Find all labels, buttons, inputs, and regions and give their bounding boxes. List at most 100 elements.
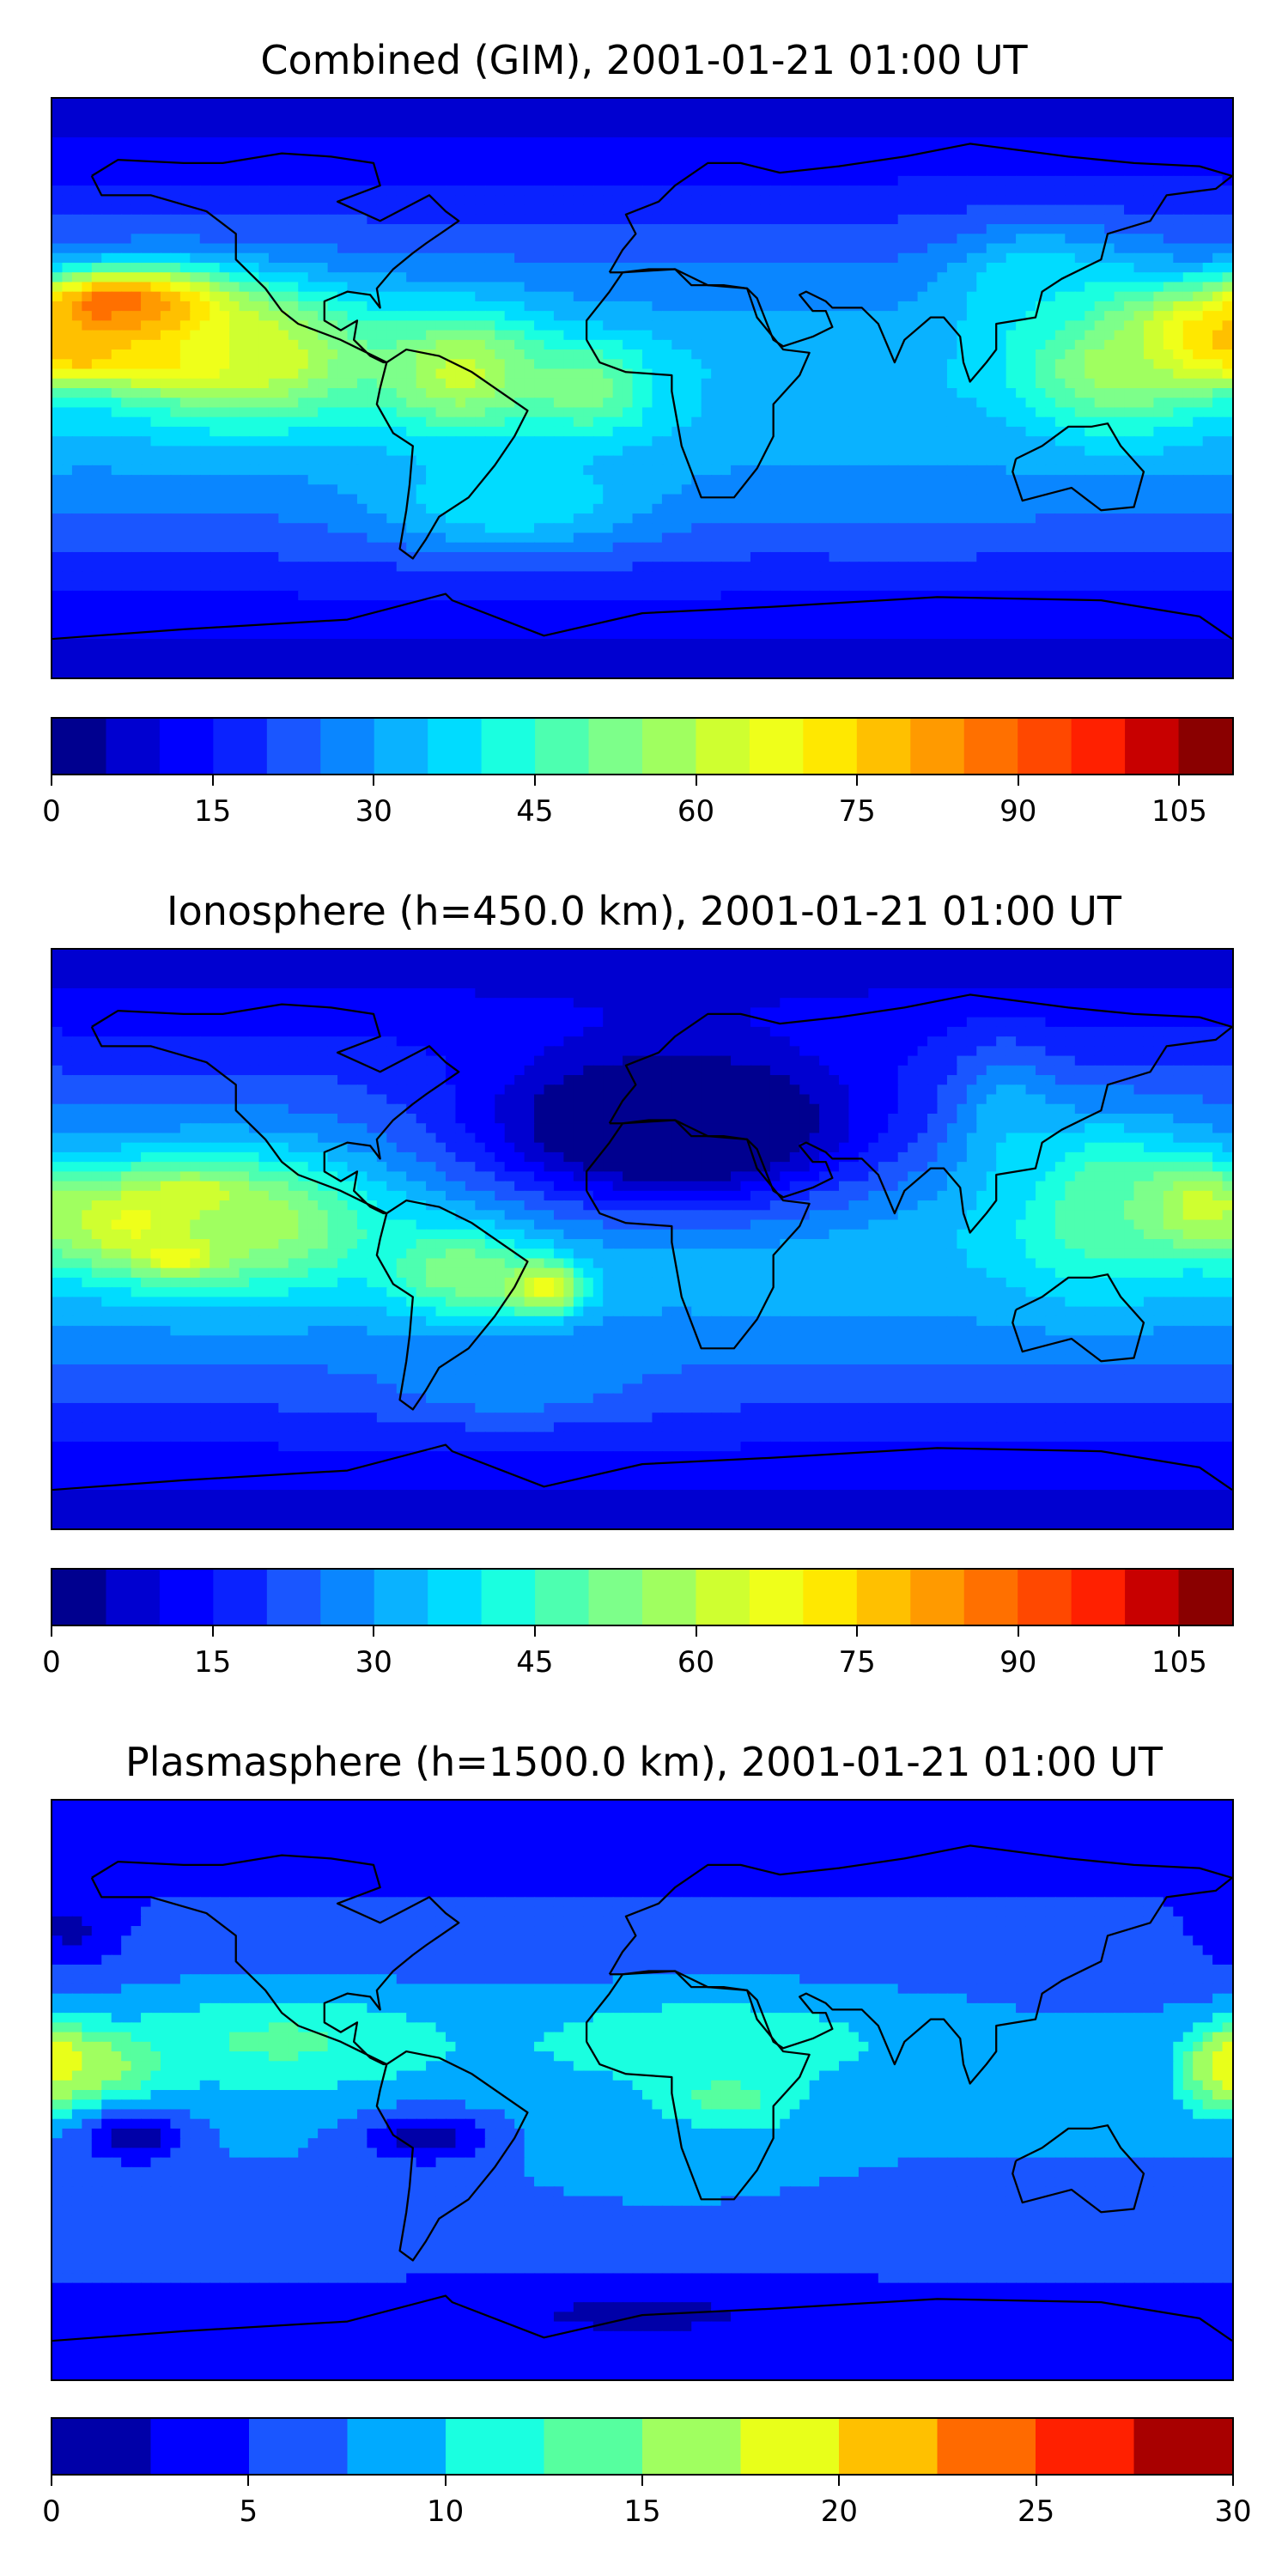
heatmap-cell [298,99,309,110]
heatmap-cell [671,349,683,361]
heatmap-cell [426,465,437,477]
heatmap-cell [848,388,860,399]
heatmap-cell [927,301,939,313]
heatmap-cell [1025,398,1037,409]
heatmap-cell [1202,320,1214,331]
heatmap-cell [416,224,428,235]
heatmap-cell [1025,234,1037,245]
heatmap-cell [1094,446,1106,457]
heatmap-cell [288,455,300,466]
heatmap-cell [426,118,437,129]
heatmap-cell [327,262,339,274]
heatmap-cell [720,243,732,254]
heatmap-cell [711,378,722,390]
heatmap-cell [878,378,890,390]
heatmap-cell [52,175,64,187]
heatmap-cell [632,339,644,351]
heatmap-cell [278,475,289,486]
heatmap-cell [917,436,929,447]
heatmap-cell [642,166,653,177]
heatmap-cell [976,224,987,235]
heatmap-cell [937,455,949,466]
heatmap-cell [1074,311,1086,322]
heatmap-cell [495,234,506,245]
heatmap-cell [356,137,368,149]
heatmap-cell [327,484,339,495]
heatmap-cell [239,195,251,206]
heatmap-cell [1045,147,1057,158]
heatmap-cell [82,99,93,110]
heatmap-cell [740,407,752,418]
heatmap-cell [446,301,457,313]
heatmap-cell [111,339,123,351]
heatmap-cell [897,368,909,380]
heatmap-cell [789,388,801,399]
heatmap-cell [239,185,251,197]
heatmap-cell [1182,156,1194,167]
heatmap-cell [307,475,319,486]
heatmap-cell [1143,339,1155,351]
heatmap-cell [888,378,899,390]
heatmap-cell [268,272,280,283]
heatmap-cell [318,436,329,447]
heatmap-cell [829,147,841,158]
heatmap-cell [495,475,506,486]
heatmap-cell [592,436,605,447]
heatmap-cell [908,99,919,110]
heatmap-cell [199,378,211,390]
heatmap-cell [888,108,899,119]
heatmap-cell [337,475,349,486]
heatmap-cell [1114,426,1126,438]
heatmap-cell [199,484,211,495]
heatmap-cell [101,175,112,187]
heatmap-cell [563,484,574,495]
heatmap-cell [966,475,978,486]
heatmap-cell [52,349,64,361]
heatmap-cell [150,484,162,495]
heatmap-cell [219,465,231,477]
heatmap-cell [711,320,722,331]
heatmap-cell [946,147,958,158]
heatmap-cell [406,291,417,303]
heatmap-cell [524,398,536,409]
heatmap-cell [917,320,929,331]
heatmap-cell [829,185,841,197]
heatmap-cell [632,185,644,197]
heatmap-cell [190,185,201,197]
heatmap-cell [131,465,143,477]
heatmap-cell [1025,99,1037,110]
heatmap-cell [897,349,909,361]
heatmap-cell [91,320,103,331]
heatmap-cell [623,185,634,197]
heatmap-cell [583,272,594,283]
heatmap-cell [976,204,987,216]
heatmap-cell [367,359,378,370]
heatmap-cell [141,127,152,139]
heatmap-cell [239,455,251,466]
heatmap-cell [888,282,899,293]
heatmap-cell [199,252,211,264]
heatmap-cell [278,185,289,197]
heatmap-cell [799,484,811,495]
heatmap-cell [839,349,850,361]
heatmap-cell [239,252,251,264]
heatmap-cell [534,272,545,283]
heatmap-cell [504,166,516,177]
heatmap-cell [1124,359,1135,370]
heatmap-cell [1182,166,1194,177]
heatmap-cell [789,234,801,245]
heatmap-cell [858,359,870,370]
heatmap-cell [170,339,181,351]
heatmap-cell [406,99,417,110]
heatmap-cell [878,234,890,245]
heatmap-cell [1202,339,1214,351]
heatmap-cell [740,301,752,313]
heatmap-cell [376,147,388,158]
heatmap-cell [1036,262,1047,274]
heatmap-cell [612,185,624,197]
heatmap-cell [740,118,752,129]
heatmap-cell [1193,359,1204,370]
heatmap-cell [239,127,251,139]
heatmap-cell [946,252,958,264]
heatmap-cell [1202,311,1214,322]
